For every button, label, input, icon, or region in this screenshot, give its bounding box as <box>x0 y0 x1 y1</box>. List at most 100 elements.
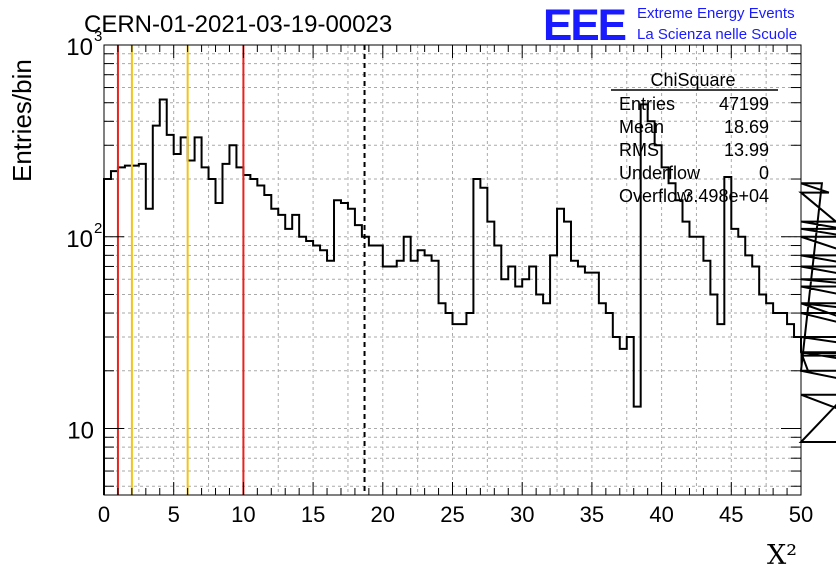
histogram-bin <box>773 313 780 495</box>
histogram-bin <box>411 261 418 495</box>
stats-value-entries: 47199 <box>719 94 769 114</box>
histogram-bin <box>285 229 292 495</box>
stats-box: ChiSquare Entries 47199 Mean 18.69 RMS 1… <box>611 70 778 206</box>
x-tick-label: 15 <box>301 502 325 527</box>
histogram-bin <box>717 324 724 495</box>
histogram-bin <box>432 261 439 495</box>
histogram-bin <box>724 177 731 495</box>
histogram-bin <box>592 273 599 495</box>
histogram-bin <box>306 241 313 495</box>
histogram-bin <box>236 167 243 495</box>
histogram-bin <box>501 279 508 495</box>
histogram-bin <box>250 179 257 495</box>
y-tick-label: 10 <box>66 34 93 61</box>
x-tick-label: 45 <box>719 502 743 527</box>
histogram-bin <box>118 167 125 495</box>
x-tick-label: 5 <box>168 502 180 527</box>
histogram-bin <box>160 99 167 495</box>
histogram-bin <box>787 324 794 495</box>
x-tick-label: 30 <box>510 502 534 527</box>
stats-title: ChiSquare <box>650 70 735 90</box>
stats-label-mean: Mean <box>619 117 664 137</box>
histogram-bin <box>348 209 355 495</box>
histogram-bin <box>132 166 139 495</box>
grid <box>104 45 801 495</box>
histogram-bin <box>585 273 592 495</box>
stats-value-rms: 13.99 <box>724 140 769 160</box>
histogram-bin <box>292 215 299 495</box>
histogram-bin <box>780 313 787 495</box>
histogram-bin <box>745 255 752 495</box>
x-tick-label: 0 <box>98 502 110 527</box>
histogram-bin <box>620 349 627 495</box>
histogram-bin <box>494 246 501 495</box>
histogram-bin <box>529 266 536 495</box>
histogram-bin <box>446 313 453 495</box>
histogram-bin <box>439 303 446 495</box>
histogram-bin <box>167 135 174 495</box>
stats-label-overflow: Overflow <box>619 186 691 206</box>
histogram-bin <box>202 167 209 495</box>
histogram-bin <box>341 203 348 495</box>
histogram-bin <box>174 154 181 495</box>
eee-logo-mark: EEE <box>543 1 625 50</box>
histogram-bin <box>153 126 160 495</box>
histogram-bin <box>257 186 264 495</box>
histogram-bin <box>752 266 759 495</box>
histogram-bin <box>327 261 334 495</box>
histogram-bin <box>710 294 717 495</box>
histogram-bin <box>459 324 466 495</box>
histogram-bin <box>508 266 515 495</box>
histogram-bin <box>195 137 202 495</box>
stats-value-overflow: 3.498e+04 <box>683 186 769 206</box>
x-tick-labels: 0 5 10 15 20 25 30 35 40 45 50 <box>98 502 813 527</box>
eee-logo: EEE Extreme Energy Events La Scienza nel… <box>543 1 797 50</box>
histogram-bin <box>334 200 341 495</box>
y-tick-label: 10 <box>66 226 93 253</box>
stats-value-underflow: 0 <box>759 163 769 183</box>
x-tick-label: 35 <box>580 502 604 527</box>
histogram-bin <box>738 237 745 495</box>
histogram-bin <box>111 171 118 495</box>
x-tick-label: 50 <box>789 502 813 527</box>
histogram-bin <box>264 195 271 495</box>
histogram-bin <box>271 209 278 495</box>
axis-ticks <box>103 44 802 495</box>
histogram-bin <box>222 164 229 495</box>
histogram-bin <box>473 179 480 495</box>
stats-value-mean: 18.69 <box>724 117 769 137</box>
histogram-bin <box>216 203 223 495</box>
histogram-bin <box>425 255 432 495</box>
histogram-bin <box>515 287 522 495</box>
histogram-bin <box>634 407 641 495</box>
x-tick-label: 40 <box>649 502 673 527</box>
y-tick-label-exponent: 3 <box>94 28 102 45</box>
y-tick-label-exponent: 2 <box>94 220 102 237</box>
histogram-bin <box>362 237 369 495</box>
y-axis-label: Entries/bin <box>7 59 37 182</box>
histogram-bin <box>564 222 571 495</box>
x-tick-label: 25 <box>440 502 464 527</box>
histogram-bin <box>676 200 683 495</box>
histogram-bin <box>278 215 285 495</box>
histogram-bin <box>689 237 696 495</box>
stats-label-entries: Entries <box>619 94 675 114</box>
histogram-bin <box>613 337 620 495</box>
histogram-bin <box>369 246 376 495</box>
stats-label-rms: RMS <box>619 140 659 160</box>
x-tick-label: 20 <box>371 502 395 527</box>
histogram-bin <box>487 222 494 495</box>
histogram-bin <box>355 225 362 495</box>
histogram-bin <box>146 209 153 495</box>
vertical-lines <box>116 45 366 495</box>
histogram-bin <box>299 237 306 495</box>
histogram-bin <box>313 246 320 495</box>
histogram-bin <box>662 167 669 495</box>
histogram-bin <box>188 160 195 495</box>
histogram-bin <box>139 164 146 495</box>
histogram-bin <box>390 266 397 495</box>
logo-line-1: Extreme Energy Events <box>637 5 795 22</box>
y-tick-label: 10 <box>67 418 94 445</box>
histogram-bin <box>703 261 710 495</box>
